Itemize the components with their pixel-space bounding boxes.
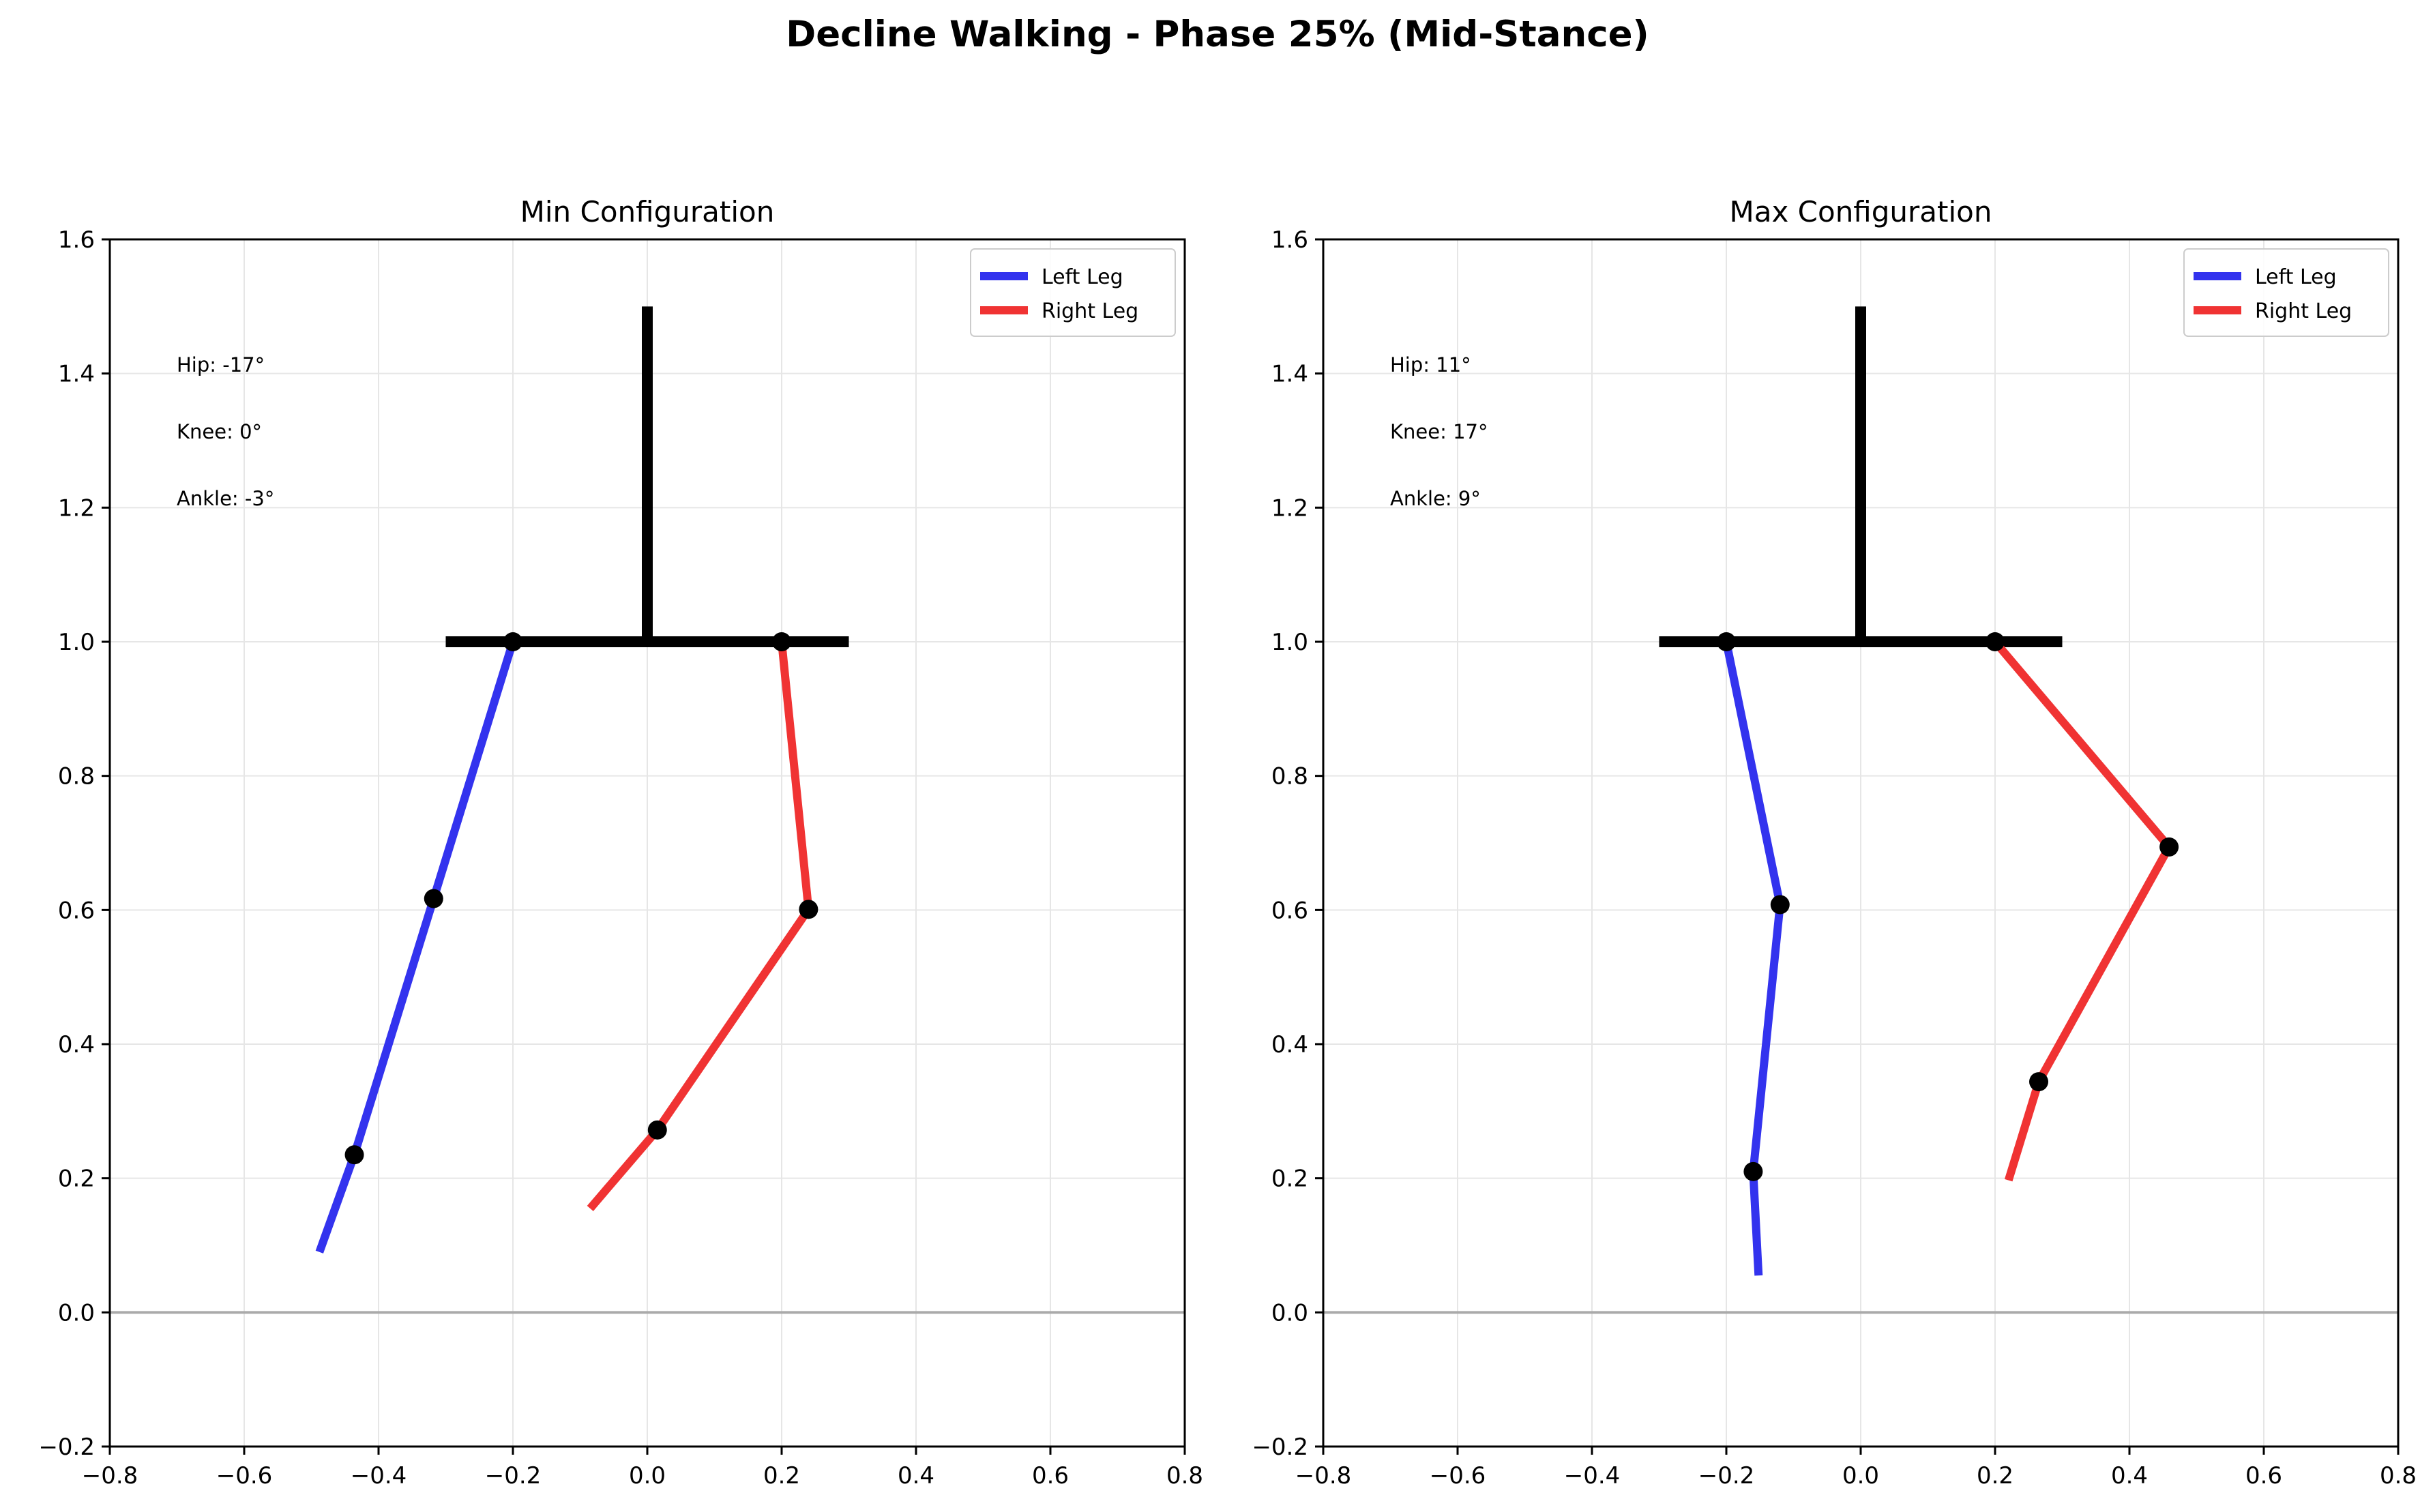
joint-point (799, 900, 818, 919)
subplot-2: −0.8 −0.6 −0.4 −0.2 0.0 0.2 0.4 0.6 0.8 −0.2 0.0 0.… (1252, 195, 2417, 1489)
y-tick-label: 0.4 (58, 1031, 95, 1058)
x-tick-label: −0.4 (1564, 1462, 1621, 1489)
y-tick-label: 1.6 (58, 226, 95, 254)
x-tick-label: −0.8 (82, 1462, 138, 1489)
y-tick-label: 1.2 (58, 494, 95, 522)
y-tick-label: 1.4 (58, 361, 95, 388)
joint-point (1770, 895, 1790, 915)
x-tick-label: −0.2 (1698, 1462, 1755, 1489)
y-tick-label: 1.0 (58, 629, 95, 656)
series-line-right-leg (587, 641, 813, 1211)
x-tick-label: 0.6 (1032, 1462, 1069, 1489)
joint-point (344, 1145, 364, 1165)
joint-point (647, 1120, 667, 1140)
legend: Left Leg Right Leg (2183, 248, 2389, 337)
series-line-left-leg (1722, 640, 1784, 1276)
y-tick-label: −0.2 (1252, 1434, 1308, 1461)
y-tick-label: 0.8 (58, 763, 95, 790)
legend: Left Leg Right Leg (970, 248, 1176, 337)
legend-label: Left Leg (2255, 265, 2337, 289)
y-tick-label: 1.0 (1271, 629, 1308, 656)
x-tick-label: 0.4 (2111, 1462, 2148, 1489)
subplot-1: −0.8 −0.6 −0.4 −0.2 0.0 0.2 0.4 0.6 0.8 −0.2 0.0 0.… (38, 195, 1203, 1489)
x-tick-label: 0.0 (629, 1462, 666, 1489)
joint-angle-annotation: Hip: -17° (177, 353, 265, 376)
joint-angle-annotation: Knee: 17° (1390, 420, 1488, 443)
legend-label: Right Leg (1042, 299, 1138, 323)
x-tick-label: 0.8 (2380, 1462, 2417, 1489)
x-tick-label: 0.2 (1977, 1462, 2013, 1489)
y-tick-label: 0.6 (1271, 897, 1308, 924)
legend-label: Right Leg (2255, 299, 2352, 323)
x-tick-label: 0.6 (2245, 1462, 2282, 1489)
subplots: −0.8 −0.6 −0.4 −0.2 0.0 0.2 0.4 0.6 0.8 −0.2 0.0 0.… (38, 195, 2417, 1489)
x-tick-label: 0.4 (898, 1462, 934, 1489)
legend-label: Left Leg (1042, 265, 1123, 289)
y-tick-label: 0.4 (1271, 1031, 1308, 1058)
series-line-right-leg (1992, 639, 2174, 1182)
y-tick-label: 0.2 (58, 1166, 95, 1193)
joint-point (503, 632, 522, 651)
x-tick-label: 0.2 (763, 1462, 800, 1489)
joint-angle-annotation: Knee: 0° (177, 420, 262, 443)
x-tick-label: 0.8 (1166, 1462, 1203, 1489)
joint-point (424, 889, 443, 908)
joint-point (772, 632, 791, 651)
y-tick-label: 1.4 (1271, 361, 1308, 388)
x-tick-label: −0.4 (351, 1462, 407, 1489)
y-tick-label: −0.2 (38, 1434, 95, 1461)
series-line-left-leg (315, 640, 517, 1254)
x-tick-label: −0.2 (485, 1462, 542, 1489)
joint-point (1986, 632, 2005, 651)
x-tick-label: −0.6 (216, 1462, 273, 1489)
x-tick-label: −0.8 (1295, 1462, 1352, 1489)
subplot-title: Min Configuration (520, 195, 775, 228)
subplot-title: Max Configuration (1729, 195, 1992, 228)
figure-title: Decline Walking - Phase 25% (Mid-Stance) (786, 14, 1649, 55)
joint-angle-annotation: Hip: 11° (1390, 353, 1471, 376)
y-tick-label: 0.8 (1271, 763, 1308, 790)
joint-point (1717, 632, 1736, 651)
y-tick-label: 0.0 (58, 1299, 95, 1326)
y-tick-label: 0.0 (1271, 1299, 1308, 1326)
y-tick-label: 0.2 (1271, 1166, 1308, 1193)
y-tick-label: 0.6 (58, 897, 95, 924)
x-tick-label: 0.0 (1842, 1462, 1879, 1489)
joint-point (1743, 1161, 1763, 1181)
joint-angle-annotation: Ankle: -3° (177, 487, 274, 510)
joint-point (2029, 1072, 2049, 1092)
x-tick-label: −0.6 (1430, 1462, 1486, 1489)
y-tick-label: 1.6 (1271, 226, 1308, 254)
y-tick-label: 1.2 (1271, 494, 1308, 522)
joint-angle-annotation: Ankle: 9° (1390, 487, 1481, 510)
joint-point (2159, 837, 2179, 857)
